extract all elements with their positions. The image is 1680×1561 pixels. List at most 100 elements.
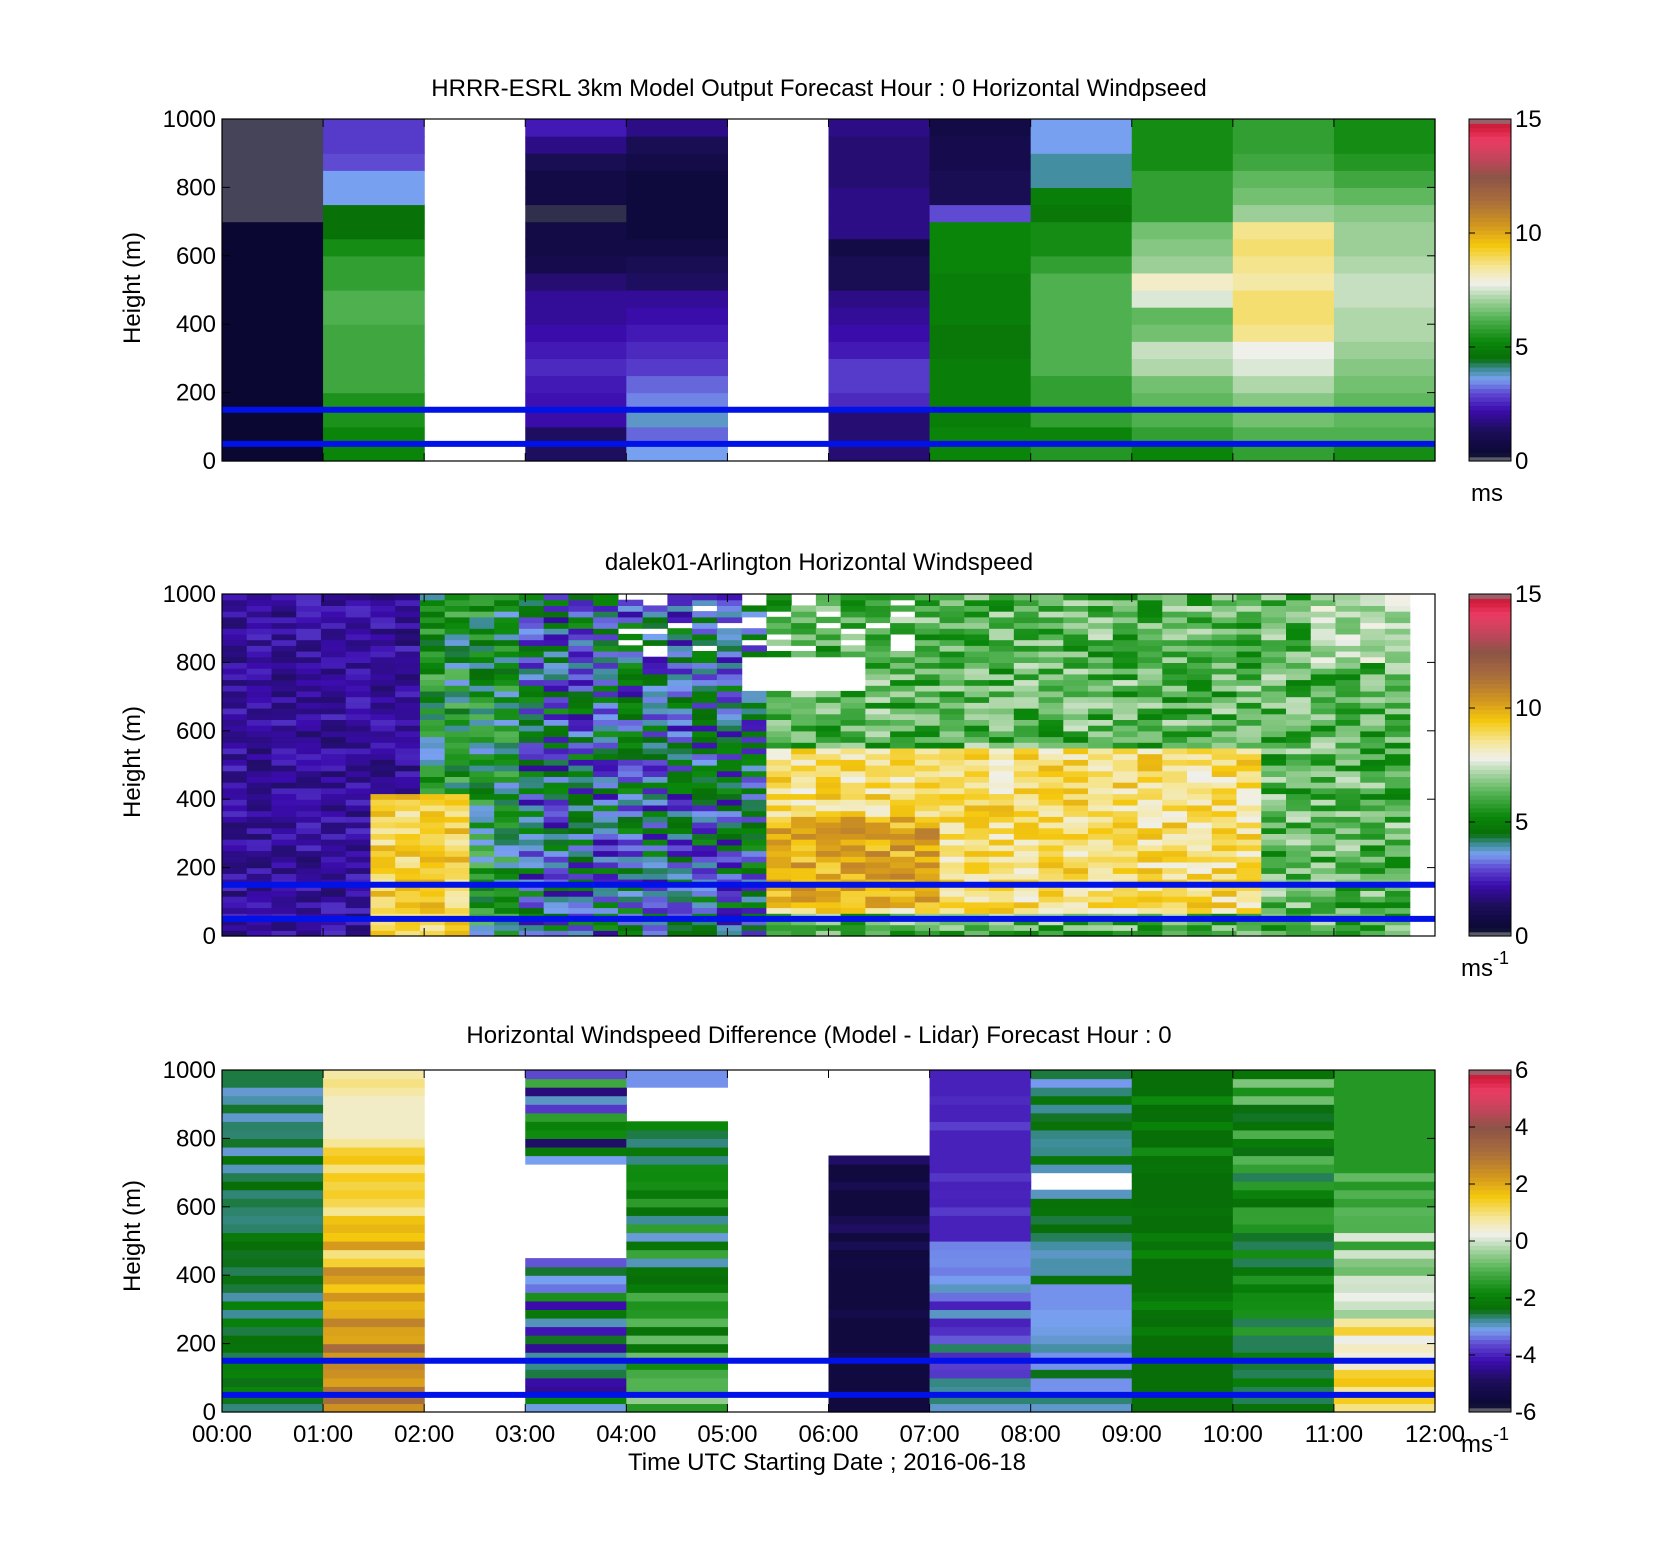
heatmap-cell	[525, 1266, 627, 1276]
heatmap-cell	[865, 628, 891, 635]
heatmap-cell	[929, 1317, 1032, 1328]
heatmap-cell	[741, 628, 767, 635]
heatmap-cell	[568, 736, 594, 743]
heatmap-cell	[939, 662, 965, 669]
heatmap-cell	[494, 662, 520, 669]
colorbar-swatch	[1469, 1275, 1511, 1281]
heatmap-cell	[766, 901, 792, 909]
heatmap-cell	[1211, 611, 1238, 618]
heatmap-cell	[1232, 119, 1335, 137]
heatmap-cell	[444, 673, 471, 681]
heatmap-cell	[1038, 759, 1064, 766]
heatmap-cell	[1038, 611, 1064, 618]
colorbar-swatch	[1469, 782, 1511, 787]
heatmap-cell	[1211, 725, 1238, 732]
heatmap-cell	[964, 850, 990, 857]
heatmap-cell	[222, 1223, 324, 1234]
heatmap-cell	[525, 204, 627, 223]
heatmap-cell	[914, 770, 941, 777]
colorbar-swatch	[1469, 448, 1511, 454]
heatmap-cell	[1013, 622, 1040, 629]
heatmap-cell	[865, 907, 891, 914]
colorbar-swatch	[1469, 119, 1511, 124]
heatmap-cell	[444, 776, 471, 783]
heatmap-cell	[865, 804, 891, 812]
heatmap-cell	[518, 844, 545, 852]
heatmap-cell	[1013, 662, 1040, 669]
colorbar-swatch	[1469, 769, 1511, 775]
heatmap-cell	[395, 896, 421, 903]
heatmap-cell	[568, 799, 594, 806]
heatmap-cell	[914, 793, 941, 800]
heatmap-cell	[766, 782, 792, 789]
heatmap-cell	[626, 187, 729, 206]
heatmap-cell	[1333, 1352, 1436, 1362]
heatmap-cell	[1384, 730, 1411, 738]
colorbar-swatch	[1469, 786, 1511, 792]
heatmap-cell	[1335, 696, 1361, 703]
heatmap-cell	[370, 736, 396, 743]
heatmap-cell	[1162, 930, 1188, 937]
heatmap-cell	[1286, 799, 1312, 806]
heatmap-cell	[1131, 1369, 1234, 1379]
heatmap-cell	[914, 884, 941, 891]
heatmap-cell	[494, 861, 520, 869]
heatmap-cell	[1112, 753, 1139, 760]
heatmap-cell	[1286, 884, 1312, 891]
heatmap-cell	[815, 599, 842, 606]
heatmap-cell	[617, 833, 644, 840]
heatmap-cell	[320, 861, 347, 869]
heatmap-cell	[1232, 272, 1335, 291]
heatmap-cell	[791, 651, 817, 658]
heatmap-cell	[345, 861, 372, 869]
heatmap-cell	[890, 867, 916, 874]
heatmap-cell	[320, 765, 347, 772]
heatmap-cell	[1335, 776, 1361, 783]
heatmap-cell	[222, 1335, 324, 1345]
heatmap-cell	[626, 409, 729, 428]
heatmap-cell	[518, 810, 545, 817]
heatmap-cell	[1063, 594, 1089, 601]
heatmap-cell	[1261, 702, 1287, 709]
heatmap-cell	[626, 358, 729, 377]
heatmap-cell	[370, 907, 396, 914]
heatmap-cell	[1261, 816, 1287, 823]
heatmap-cell	[1162, 736, 1188, 743]
heatmap-cell	[543, 702, 570, 709]
heatmap-cell	[494, 827, 520, 834]
heatmap-cell	[395, 719, 421, 726]
heatmap-cell	[692, 884, 718, 891]
heatmap-cell	[741, 725, 767, 732]
heatmap-cell	[1030, 1377, 1133, 1387]
heatmap-cell	[246, 793, 273, 800]
heatmap-cell	[1063, 770, 1089, 777]
heatmap-cell	[246, 719, 273, 726]
heatmap-cell	[840, 708, 866, 715]
heatmap-cell	[525, 1138, 627, 1148]
heatmap-cell	[1384, 856, 1411, 863]
heatmap-cell	[370, 822, 396, 829]
heatmap-cell	[469, 668, 495, 675]
heatmap-cell	[840, 930, 866, 937]
heatmap-cell	[1162, 668, 1188, 675]
colorbar-tick-label: 10	[1515, 220, 1542, 247]
heatmap-cell	[469, 856, 495, 863]
heatmap-cell	[1232, 409, 1335, 428]
colorbar-swatch	[1469, 662, 1511, 668]
heatmap-cell	[692, 833, 718, 840]
heatmap-cell	[865, 742, 891, 749]
heatmap-cell	[1063, 651, 1089, 658]
heatmap-cell	[593, 611, 619, 618]
heatmap-cell	[929, 1309, 1032, 1319]
heatmap-cell	[469, 713, 495, 720]
heatmap-cell	[828, 1317, 931, 1328]
heatmap-cell	[222, 690, 248, 698]
heatmap-cell	[1030, 426, 1133, 445]
heatmap-cell	[617, 787, 644, 795]
heatmap-cell	[1261, 651, 1287, 658]
heatmap-cell	[1162, 844, 1188, 852]
heatmap-cell	[1211, 901, 1238, 909]
heatmap-cell	[1261, 759, 1287, 766]
heatmap-cell	[1286, 736, 1312, 743]
heatmap-cell	[642, 839, 668, 846]
